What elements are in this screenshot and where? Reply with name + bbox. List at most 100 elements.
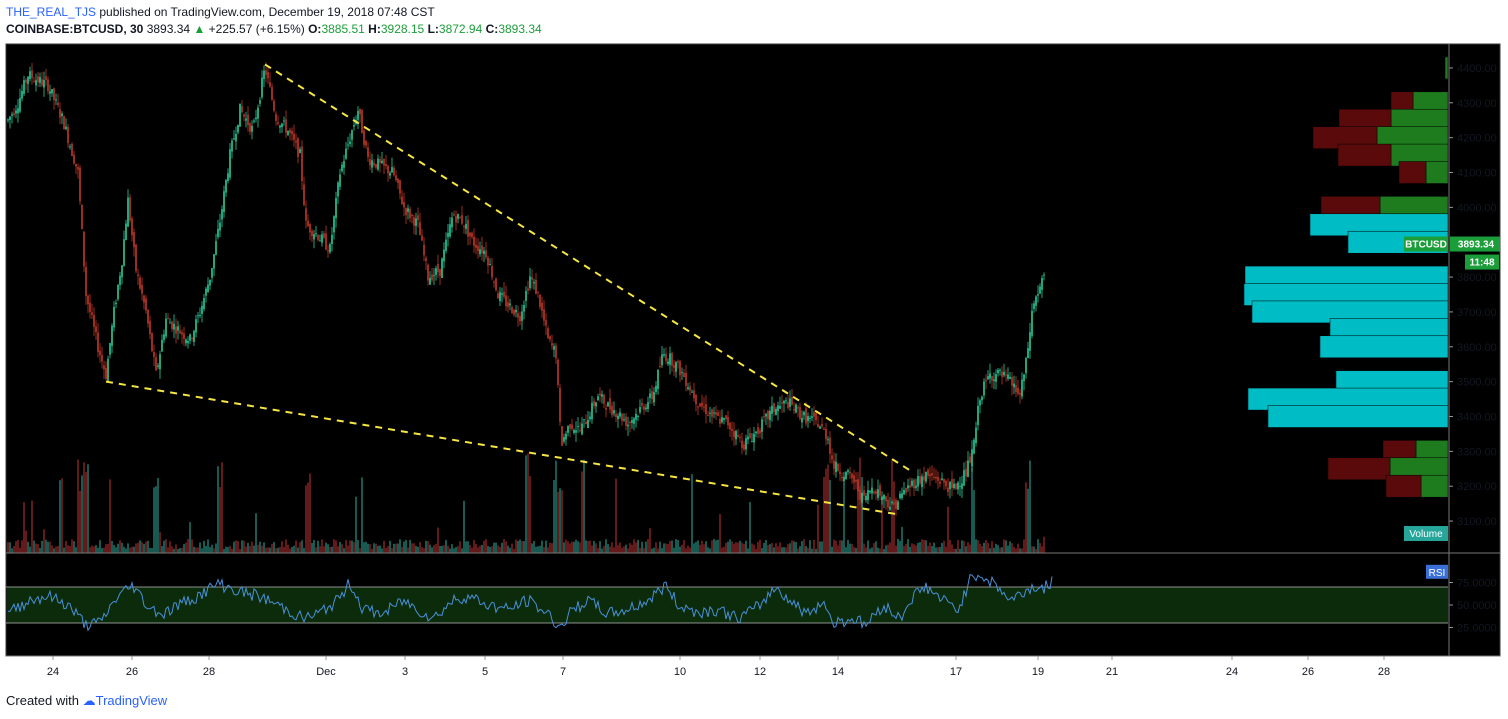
price-tick-label: 4400.00	[1457, 63, 1497, 75]
price-tick-label: 3100.00	[1457, 516, 1497, 528]
volume-bar	[951, 544, 953, 553]
candle-body	[77, 167, 79, 170]
candle-body	[705, 404, 707, 415]
candle-body	[161, 339, 163, 352]
candle-body	[763, 416, 765, 418]
volume-bar	[137, 542, 139, 553]
candle-body	[845, 471, 847, 479]
candle-body	[591, 402, 593, 420]
candle-body	[829, 437, 831, 454]
volume-bar	[171, 546, 173, 553]
candle-body	[649, 393, 651, 398]
time-axis[interactable]: 24 26 28 Dec 3 5 7 10 12 14 17 19 21 24 26 28	[47, 656, 1390, 678]
volume-bar	[719, 514, 721, 553]
volume-bar	[393, 543, 395, 553]
candle-body	[659, 366, 661, 368]
volume-bar	[311, 542, 313, 553]
volume-bar	[465, 541, 467, 553]
symbol-label[interactable]: COINBASE:BTCUSD, 30	[6, 22, 144, 36]
candle-body	[439, 269, 441, 276]
volume-bar	[787, 544, 789, 553]
rsi-label[interactable]: RSI	[1429, 568, 1446, 579]
candle-body	[963, 470, 965, 486]
candle-body	[781, 402, 783, 404]
volume-bar	[303, 548, 305, 553]
price-tick-label: 3600.00	[1457, 342, 1497, 354]
volume-bar	[439, 545, 441, 553]
candle-body	[937, 476, 939, 481]
volume-bar	[239, 548, 241, 553]
candle-body	[1043, 274, 1045, 276]
volume-bar	[817, 504, 819, 553]
volume-bar	[927, 545, 929, 553]
price-axis[interactable]: 4400.00 4300.00 4200.00 4100.00 4000.00 3800.…	[1449, 63, 1497, 528]
volume-bar	[1025, 482, 1027, 553]
author-link[interactable]: THE_REAL_TJS	[6, 5, 97, 19]
candle-body	[983, 381, 985, 396]
candle-body	[253, 120, 255, 122]
candle-body	[927, 469, 929, 476]
time-tick-label: 3	[402, 666, 408, 678]
publish-line: THE_REAL_TJS published on TradingView.co…	[6, 4, 1006, 21]
volume-bar	[221, 462, 223, 553]
volume-bar	[673, 547, 675, 553]
candle-body	[375, 164, 377, 168]
volume-bar	[299, 542, 301, 553]
candle-body	[791, 397, 793, 405]
volume-bar	[1021, 548, 1023, 553]
volume-bar	[231, 548, 233, 553]
candle-body	[405, 208, 407, 216]
candle-body	[57, 102, 59, 106]
candle-body	[631, 420, 633, 423]
volume-bar	[131, 546, 133, 553]
candle-body	[407, 208, 409, 212]
candle-body	[193, 330, 195, 342]
trendline-lower-support[interactable]	[105, 380, 897, 516]
candle-body	[707, 414, 709, 416]
volume-bar	[977, 540, 979, 553]
candle-body	[801, 418, 803, 423]
candle-body	[267, 71, 269, 79]
volume-bar	[771, 542, 773, 553]
candle-body	[533, 282, 535, 284]
candle-body	[123, 239, 125, 266]
volume-bar	[283, 546, 285, 553]
candle-body	[577, 426, 579, 428]
volume-bar	[873, 543, 875, 553]
volume-bar	[105, 544, 107, 553]
candle-body	[701, 402, 703, 407]
volume-bar	[1039, 542, 1041, 553]
candle-body	[167, 317, 169, 319]
candle-body	[395, 175, 397, 181]
tradingview-logo-icon[interactable]: ☁	[82, 693, 96, 708]
candle-body	[331, 234, 333, 244]
candle-body	[871, 487, 873, 494]
candle-body	[99, 350, 101, 356]
trendline-upper-resistance[interactable]	[264, 63, 914, 474]
volume-bar	[729, 539, 731, 553]
volume-bar	[799, 546, 801, 553]
candle-body	[799, 407, 801, 419]
volume-bar	[869, 548, 871, 553]
volume-bar	[169, 541, 171, 553]
volume-bar	[531, 543, 533, 553]
candle-body	[559, 387, 561, 422]
candle-body	[1039, 286, 1041, 294]
tradingview-brand[interactable]: TradingView	[95, 693, 168, 708]
candle-body	[333, 216, 335, 233]
volume-bar	[679, 546, 681, 553]
volume-bar	[781, 547, 783, 553]
volume-bar	[343, 548, 345, 553]
candle-body	[493, 281, 495, 283]
trendlines[interactable]	[105, 63, 914, 516]
candle-body	[499, 292, 501, 302]
candle-body	[321, 234, 323, 243]
volume-bar	[31, 500, 33, 553]
candle-body	[999, 369, 1001, 371]
candle-body	[423, 244, 425, 256]
candle-body	[521, 311, 523, 321]
low-value: 3872.94	[438, 22, 483, 36]
rsi-pane[interactable]: 75.0000 50.0000 25.0000 RSI	[6, 564, 1497, 635]
candle-body	[113, 306, 115, 328]
